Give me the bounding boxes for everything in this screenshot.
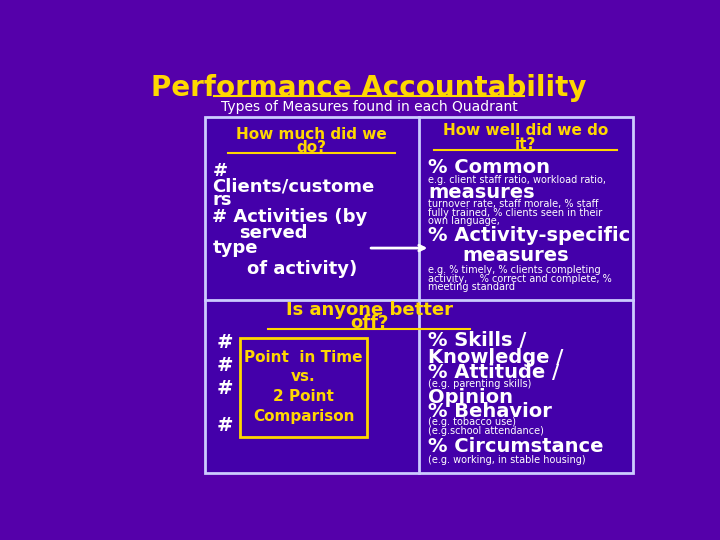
Text: off?: off?	[350, 314, 388, 332]
Text: of activity): of activity)	[248, 260, 358, 278]
Text: How much did we: How much did we	[236, 126, 387, 141]
FancyBboxPatch shape	[204, 117, 632, 473]
Text: activity,    % correct and complete, %: activity, % correct and complete, %	[428, 274, 612, 284]
Text: own language,: own language,	[428, 216, 500, 226]
Text: #: #	[216, 333, 233, 352]
Text: #: #	[216, 356, 233, 375]
FancyBboxPatch shape	[240, 338, 367, 437]
Text: served: served	[240, 224, 308, 242]
Text: meeting standard: meeting standard	[428, 282, 515, 292]
Text: Is anyone better: Is anyone better	[286, 301, 452, 319]
Text: Comparison: Comparison	[253, 409, 354, 424]
Text: Types of Measures found in each Quadrant: Types of Measures found in each Quadrant	[220, 100, 518, 114]
Text: rs: rs	[212, 191, 232, 210]
Text: (e.g. parenting skills): (e.g. parenting skills)	[428, 379, 531, 389]
Text: # Activities (by: # Activities (by	[212, 208, 368, 226]
Text: vs.: vs.	[291, 369, 316, 384]
Text: e.g. % timely, % clients completing: e.g. % timely, % clients completing	[428, 265, 600, 275]
Text: Point  in Time: Point in Time	[244, 350, 363, 365]
Text: e.g. client staff ratio, workload ratio,: e.g. client staff ratio, workload ratio,	[428, 176, 606, 185]
Text: fully trained, % clients seen in their: fully trained, % clients seen in their	[428, 208, 602, 218]
Text: % Behavior: % Behavior	[428, 402, 552, 421]
Text: % Circumstance: % Circumstance	[428, 437, 603, 456]
Text: do?: do?	[297, 140, 327, 154]
Text: 2 Point: 2 Point	[273, 389, 334, 404]
Text: How well did we do: How well did we do	[443, 123, 608, 138]
Text: % Common: % Common	[428, 158, 550, 177]
Text: Knowledge /: Knowledge /	[428, 348, 563, 367]
Text: type: type	[212, 239, 258, 257]
Text: #: #	[212, 162, 228, 180]
Text: % Skills /: % Skills /	[428, 331, 526, 350]
Text: (e.g. tobacco use): (e.g. tobacco use)	[428, 417, 516, 427]
Text: % Attitude /: % Attitude /	[428, 363, 559, 382]
Text: (e.g. working, in stable housing): (e.g. working, in stable housing)	[428, 455, 585, 465]
Text: Opinion: Opinion	[428, 388, 513, 407]
Text: #: #	[216, 379, 233, 397]
Text: it?: it?	[515, 137, 536, 152]
Text: % Activity-specific: % Activity-specific	[428, 226, 630, 245]
Text: Performance Accountability: Performance Accountability	[151, 74, 587, 102]
Text: (e.g.school attendance): (e.g.school attendance)	[428, 426, 544, 436]
Text: #: #	[216, 416, 233, 435]
Text: measures: measures	[428, 183, 534, 202]
Text: measures: measures	[463, 246, 570, 265]
Text: turnover rate, staff morale, % staff: turnover rate, staff morale, % staff	[428, 199, 598, 209]
Text: Clients/custome: Clients/custome	[212, 178, 374, 195]
